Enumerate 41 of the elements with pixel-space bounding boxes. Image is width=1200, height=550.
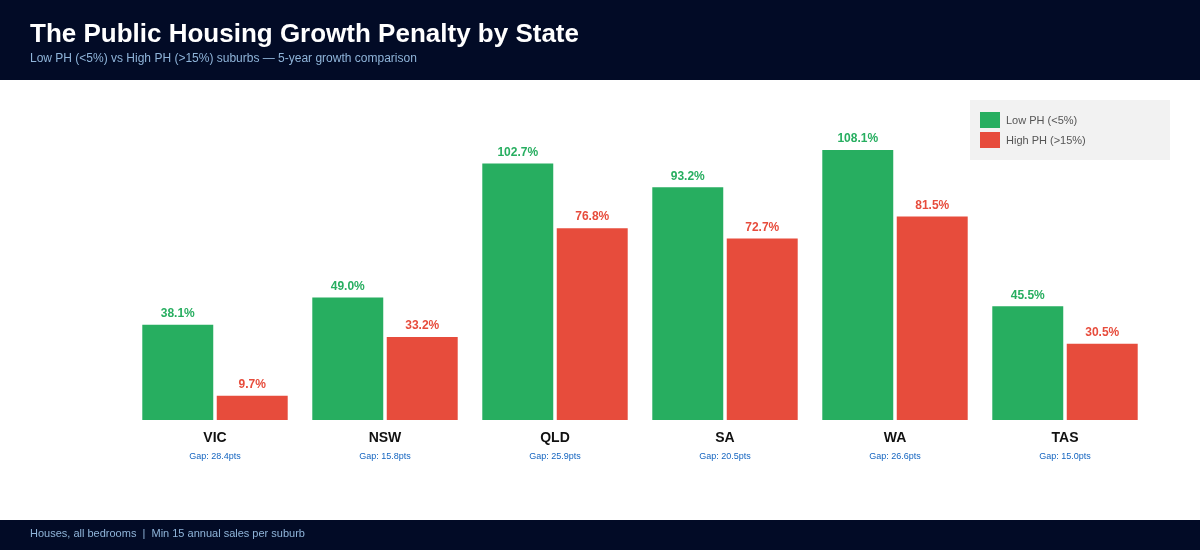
chart-title: The Public Housing Growth Penalty by State bbox=[30, 18, 579, 49]
data-label: 33.2% bbox=[405, 318, 440, 333]
bar bbox=[822, 150, 894, 420]
bar bbox=[142, 324, 214, 420]
legend-label: Low PH (<5%) bbox=[1006, 114, 1078, 126]
bar bbox=[1066, 343, 1138, 420]
x-tick-label: SA bbox=[715, 428, 735, 445]
bar bbox=[992, 306, 1064, 420]
data-label: 30.5% bbox=[1085, 325, 1120, 340]
bar bbox=[896, 216, 968, 420]
data-label: 108.1% bbox=[837, 131, 879, 146]
chart-subtitle: Low PH (<5%) vs High PH (>15%) suburbs — 5-year growth comparison bbox=[30, 51, 417, 65]
data-label: 72.7% bbox=[745, 219, 780, 234]
data-label: 102.7% bbox=[497, 144, 539, 159]
data-label: 38.1% bbox=[160, 306, 196, 321]
bar bbox=[386, 337, 458, 420]
x-tick-label: NSW bbox=[368, 428, 403, 445]
text: Gap: 15.0pts bbox=[1039, 451, 1092, 462]
text: Houses, all bedrooms | Min 15 annual sales per suburb bbox=[30, 527, 305, 539]
data-label: 76.8% bbox=[575, 209, 610, 224]
legend-label: High PH (>15%) bbox=[1006, 134, 1086, 146]
data-label: 9.7% bbox=[238, 377, 267, 392]
text: Gap: 28.4pts bbox=[189, 451, 242, 462]
text: Gap: 15.8pts bbox=[359, 451, 412, 462]
text: Gap: 26.6pts bbox=[869, 451, 922, 462]
data-label: 45.5% bbox=[1010, 287, 1046, 302]
bar bbox=[556, 228, 628, 420]
data-label: 81.5% bbox=[915, 197, 950, 212]
bar bbox=[726, 238, 798, 420]
data-label: 93.2% bbox=[670, 168, 706, 183]
x-tick-label: WA bbox=[883, 428, 907, 445]
bar bbox=[482, 163, 554, 420]
bar bbox=[216, 395, 288, 420]
text: Gap: 20.5pts bbox=[699, 451, 752, 462]
bar bbox=[652, 187, 724, 420]
text: Gap: 25.9pts bbox=[529, 451, 582, 462]
data-label: 49.0% bbox=[330, 278, 366, 293]
x-tick-label: VIC bbox=[203, 428, 227, 445]
bar bbox=[312, 297, 384, 420]
x-tick-label: TAS bbox=[1051, 428, 1079, 445]
x-tick-label: QLD bbox=[540, 428, 570, 445]
